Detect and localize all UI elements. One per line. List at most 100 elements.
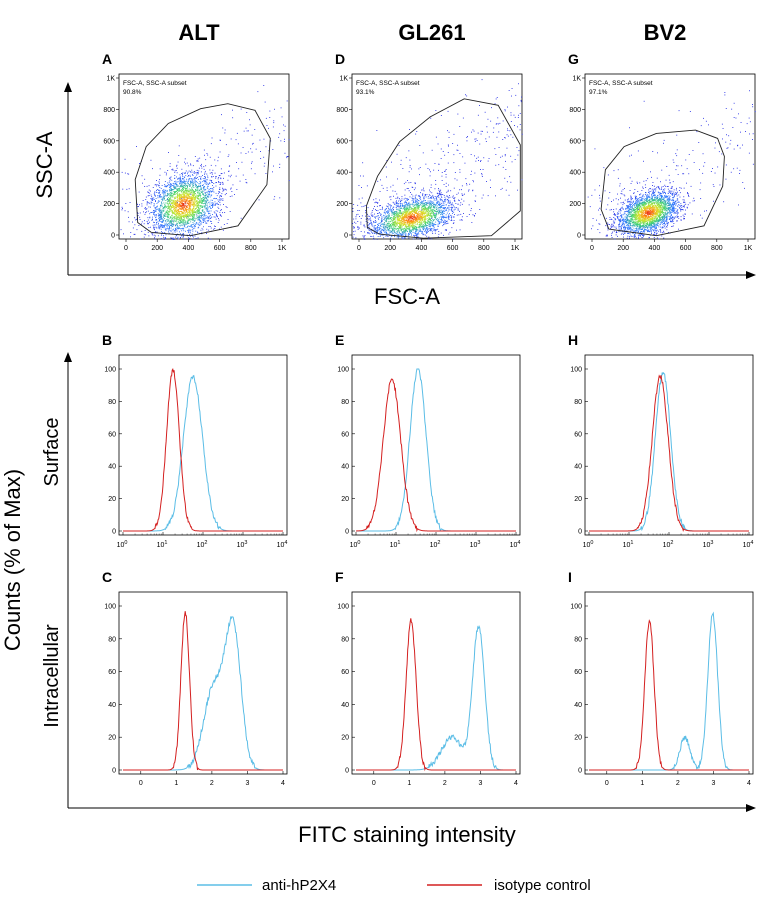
event-dot	[438, 189, 440, 191]
event-dot	[404, 229, 406, 231]
event-dot	[171, 193, 172, 194]
event-dot	[431, 206, 432, 208]
event-dot	[401, 233, 403, 235]
event-dot	[190, 193, 192, 195]
event-dot	[407, 211, 409, 212]
event-dot	[403, 205, 404, 207]
event-dot	[457, 192, 459, 194]
event-dot	[207, 215, 209, 217]
event-dot	[203, 198, 205, 200]
event-dot	[381, 231, 382, 233]
event-dot	[221, 193, 223, 195]
event-dot	[219, 175, 221, 176]
event-dot	[215, 203, 217, 205]
event-dot	[179, 215, 181, 217]
event-dot	[194, 184, 196, 186]
event-dot	[145, 212, 146, 214]
event-dot	[199, 201, 201, 203]
event-dot	[480, 160, 482, 161]
event-dot	[158, 200, 160, 202]
event-dot	[190, 189, 191, 191]
event-dot	[186, 178, 188, 180]
event-dot	[165, 189, 167, 191]
event-dot	[174, 192, 175, 194]
event-dot	[176, 167, 178, 169]
event-dot	[194, 205, 195, 207]
event-dot	[239, 180, 241, 182]
event-dot	[158, 211, 160, 212]
event-dot	[192, 195, 194, 197]
event-dot	[428, 218, 430, 220]
event-dot	[473, 181, 474, 183]
event-dot	[467, 136, 468, 137]
event-dot	[192, 238, 193, 240]
event-dot	[423, 209, 425, 211]
event-dot	[479, 209, 481, 210]
event-dot	[416, 204, 418, 205]
event-dot	[404, 206, 406, 207]
event-dot	[387, 213, 389, 214]
event-dot	[464, 193, 465, 195]
event-dot	[192, 213, 194, 215]
event-dot	[163, 194, 165, 196]
event-dot	[180, 200, 182, 202]
event-dot	[192, 224, 194, 225]
event-dot	[373, 199, 375, 201]
event-dot	[182, 197, 184, 199]
event-dot	[371, 222, 372, 224]
event-dot	[438, 209, 440, 211]
event-dot	[265, 146, 267, 148]
event-dot	[416, 227, 417, 228]
event-dot	[251, 134, 253, 136]
event-dot	[264, 101, 266, 103]
event-dot	[198, 218, 199, 220]
event-dot	[448, 218, 450, 220]
event-dot	[189, 175, 191, 177]
event-dot	[471, 131, 472, 133]
event-dot	[259, 139, 261, 141]
event-dot	[497, 123, 499, 125]
event-dot	[179, 213, 181, 215]
event-dot	[179, 223, 181, 225]
event-dot	[185, 193, 187, 195]
event-dot	[185, 221, 187, 223]
event-dot	[211, 172, 213, 173]
event-dot	[428, 211, 429, 213]
event-dot	[439, 203, 440, 205]
event-dot	[432, 211, 433, 213]
event-dot	[156, 219, 158, 221]
event-dot	[208, 226, 210, 227]
event-dot	[168, 232, 170, 234]
event-dot	[184, 183, 185, 185]
event-dot	[174, 170, 176, 172]
event-dot	[394, 219, 396, 220]
event-dot	[430, 196, 432, 198]
event-dot	[400, 159, 402, 161]
event-dot	[429, 221, 430, 223]
event-dot	[174, 224, 176, 226]
event-dot	[186, 180, 188, 182]
event-dot	[192, 196, 193, 198]
event-dot	[207, 154, 209, 156]
event-dot	[181, 195, 183, 197]
event-dot	[223, 172, 225, 174]
event-dot	[162, 198, 164, 200]
event-dot	[128, 216, 129, 218]
event-dot	[389, 208, 391, 210]
event-dot	[174, 196, 176, 198]
event-dot	[408, 209, 410, 211]
event-dot	[162, 197, 164, 198]
event-dot	[432, 223, 434, 224]
event-dot	[174, 202, 175, 204]
event-dot	[169, 180, 171, 182]
event-dot	[490, 187, 491, 188]
event-dot	[392, 207, 394, 209]
event-dot	[184, 172, 186, 174]
event-dot	[184, 193, 186, 194]
event-dot	[375, 216, 377, 218]
event-dot	[352, 236, 354, 238]
event-dot	[182, 220, 184, 221]
event-dot	[162, 200, 164, 202]
event-dot	[173, 184, 175, 186]
event-dot	[154, 193, 156, 195]
